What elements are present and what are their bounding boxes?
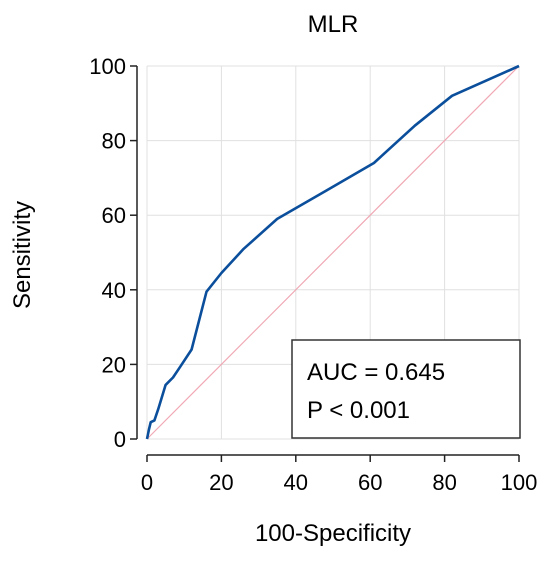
y-tick-label: 80 <box>102 129 126 154</box>
reference-diagonal-line <box>146 65 520 440</box>
y-axis-label: Sensitivity <box>9 201 36 309</box>
y-tick-label: 0 <box>114 427 126 452</box>
y-tick-label: 100 <box>89 54 126 79</box>
y-ticks: 0 20 40 60 80 100 <box>89 54 137 452</box>
auc-text: AUC = 0.645 <box>307 359 445 386</box>
x-tick-label: 80 <box>432 470 456 495</box>
x-ticks: 0 20 40 60 80 100 <box>141 455 537 495</box>
roc-curve-line <box>145 64 520 440</box>
chart-title: MLR <box>308 11 359 38</box>
x-tick-label: 100 <box>501 470 538 495</box>
x-tick-label: 40 <box>284 470 308 495</box>
x-tick-label: 0 <box>141 470 153 495</box>
x-tick-label: 20 <box>209 470 233 495</box>
axes <box>136 66 519 456</box>
x-axis-label: 100-Specificity <box>255 520 411 547</box>
auc-annotation-box: AUC = 0.645 P < 0.001 <box>291 339 521 439</box>
x-tick-label: 60 <box>358 470 382 495</box>
grid-lines <box>146 65 520 440</box>
y-tick-label: 40 <box>102 278 126 303</box>
p-value-text: P < 0.001 <box>307 397 410 424</box>
y-tick-label: 60 <box>102 203 126 228</box>
y-tick-label: 20 <box>102 352 126 377</box>
annotation-frame <box>291 339 521 439</box>
